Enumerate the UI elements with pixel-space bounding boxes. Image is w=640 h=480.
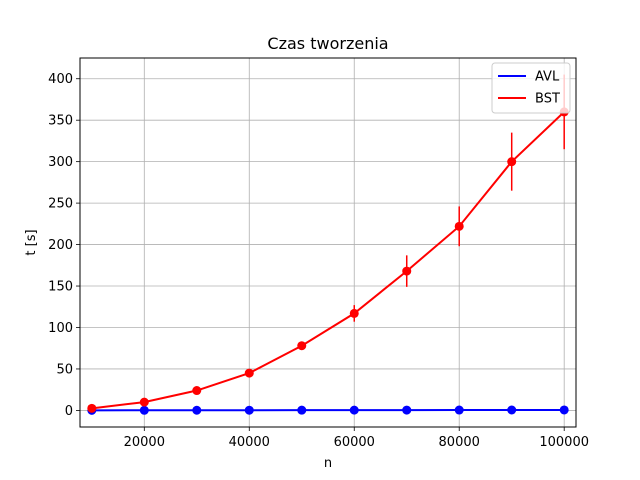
avl-point — [244, 405, 254, 415]
y-tick-label: 400 — [48, 72, 73, 87]
y-tick-label: 100 — [48, 321, 73, 336]
bst-line — [91, 111, 565, 410]
x-tick-label: 40000 — [229, 435, 270, 450]
bst-point — [192, 386, 202, 396]
x-tick-label: 60000 — [334, 435, 375, 450]
bst-point — [297, 341, 307, 351]
avl-point — [507, 405, 517, 415]
bst-point — [454, 221, 464, 231]
bst-point — [402, 266, 412, 276]
axis-ticks: 20000 40000 60000 80000 100000 0 50 100 150 200 25… — [48, 72, 589, 450]
y-tick-label: 0 — [65, 404, 73, 419]
legend-label-avl: AVL — [535, 70, 560, 85]
y-tick-label: 250 — [48, 197, 73, 212]
chart-title: Czas tworzenia — [267, 34, 388, 53]
y-axis-label: t [s] — [24, 229, 39, 255]
avl-point — [192, 405, 202, 415]
y-tick-label: 200 — [48, 238, 73, 253]
plot-frame — [79, 57, 577, 428]
avl-point — [139, 405, 149, 415]
bst-point — [507, 157, 517, 167]
y-tick-label: 300 — [48, 155, 73, 170]
bst-point — [349, 308, 359, 318]
plot-series — [87, 74, 569, 415]
y-tick-label: 350 — [48, 114, 73, 129]
x-tick-label: 20000 — [124, 435, 165, 450]
avl-point — [297, 405, 307, 415]
grid — [80, 58, 576, 427]
avl-point — [349, 405, 359, 415]
bst-point — [139, 397, 149, 407]
bst-point — [87, 403, 97, 413]
legend: AVL BST — [491, 62, 571, 114]
avl-point — [454, 405, 464, 415]
legend-label-bst: BST — [535, 92, 560, 107]
x-tick-label: 80000 — [439, 435, 480, 450]
avl-point — [559, 405, 569, 415]
avl-point — [402, 405, 412, 415]
series-bst — [87, 74, 569, 413]
x-tick-label: 100000 — [539, 435, 589, 450]
x-axis-label: n — [324, 456, 332, 471]
bst-point — [244, 368, 254, 378]
y-tick-label: 150 — [48, 280, 73, 295]
series-avl — [87, 405, 569, 415]
y-tick-label: 50 — [56, 362, 73, 377]
